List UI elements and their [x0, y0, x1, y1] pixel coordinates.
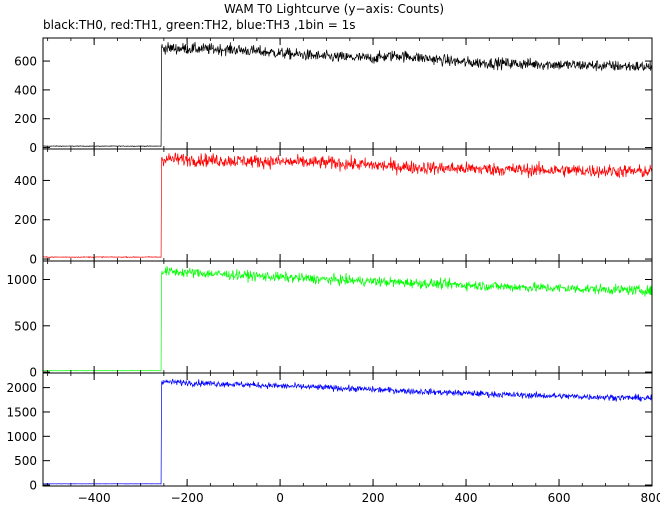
- y-tick-label: 1000: [6, 273, 37, 287]
- y-tick-label: 500: [14, 319, 37, 333]
- y-tick-label: 400: [14, 174, 37, 188]
- chart-title: WAM T0 Lightcurve (y−axis: Counts): [224, 2, 444, 16]
- y-tick-label: 200: [14, 112, 37, 126]
- series-line-th1: [42, 152, 653, 259]
- y-tick-label: 500: [14, 454, 37, 468]
- series-line-th3: [42, 378, 653, 485]
- series-line-th0: [42, 41, 653, 148]
- x-tick-label: 800: [641, 491, 660, 505]
- y-tick-label: 1000: [6, 430, 37, 444]
- y-tick-label: 0: [29, 366, 37, 380]
- y-tick-label: 600: [14, 55, 37, 69]
- y-tick-label: 0: [29, 141, 37, 155]
- chart-subtitle: black:TH0, red:TH1, green:TH2, blue:TH3 …: [43, 18, 356, 32]
- series-line-th2: [42, 265, 653, 372]
- y-tick-label: 200: [14, 213, 37, 227]
- x-tick-label: 400: [455, 491, 478, 505]
- y-tick-label: 1500: [6, 405, 37, 419]
- x-tick-label: −400: [78, 491, 111, 505]
- y-tick-label: 0: [29, 479, 37, 493]
- y-tick-label: 2000: [6, 381, 37, 395]
- x-tick-label: −200: [171, 491, 204, 505]
- x-tick-label: 200: [362, 491, 385, 505]
- y-tick-label: 0: [29, 253, 37, 267]
- x-tick-label: 600: [548, 491, 571, 505]
- x-tick-label: 0: [276, 491, 284, 505]
- panel-frame-th2: [42, 260, 653, 374]
- y-tick-label: 400: [14, 83, 37, 97]
- panel-frame-th3: [42, 372, 653, 487]
- plot-area: 0 200 400 600 0 200 400 0 500 1000 0 500 1000 1500 200…: [6, 37, 660, 505]
